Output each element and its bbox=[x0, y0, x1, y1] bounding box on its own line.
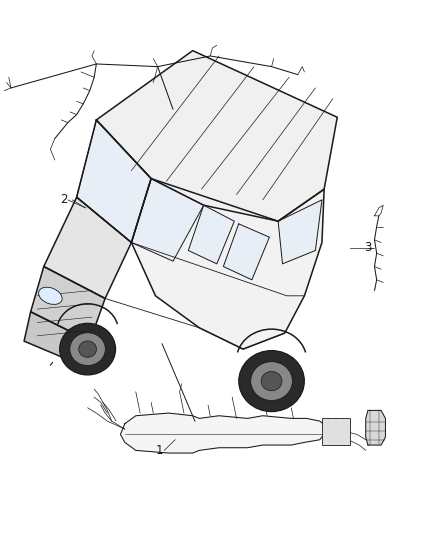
Polygon shape bbox=[77, 120, 151, 243]
Polygon shape bbox=[31, 266, 105, 341]
Bar bbox=[322, 418, 350, 445]
Ellipse shape bbox=[261, 372, 282, 391]
Polygon shape bbox=[131, 179, 324, 349]
Ellipse shape bbox=[60, 324, 116, 375]
Polygon shape bbox=[278, 200, 322, 264]
Text: 3: 3 bbox=[364, 241, 371, 254]
Polygon shape bbox=[96, 51, 337, 221]
Polygon shape bbox=[131, 179, 204, 261]
Polygon shape bbox=[77, 120, 151, 243]
Polygon shape bbox=[24, 312, 90, 365]
Ellipse shape bbox=[79, 341, 96, 357]
Text: 1: 1 bbox=[156, 444, 164, 457]
Polygon shape bbox=[188, 205, 234, 264]
Polygon shape bbox=[366, 410, 385, 445]
Polygon shape bbox=[120, 413, 326, 453]
Polygon shape bbox=[223, 224, 269, 280]
Polygon shape bbox=[44, 197, 131, 298]
Ellipse shape bbox=[39, 287, 62, 304]
Text: 2: 2 bbox=[60, 193, 67, 206]
Ellipse shape bbox=[239, 351, 304, 411]
Ellipse shape bbox=[70, 333, 106, 366]
Ellipse shape bbox=[251, 362, 293, 400]
